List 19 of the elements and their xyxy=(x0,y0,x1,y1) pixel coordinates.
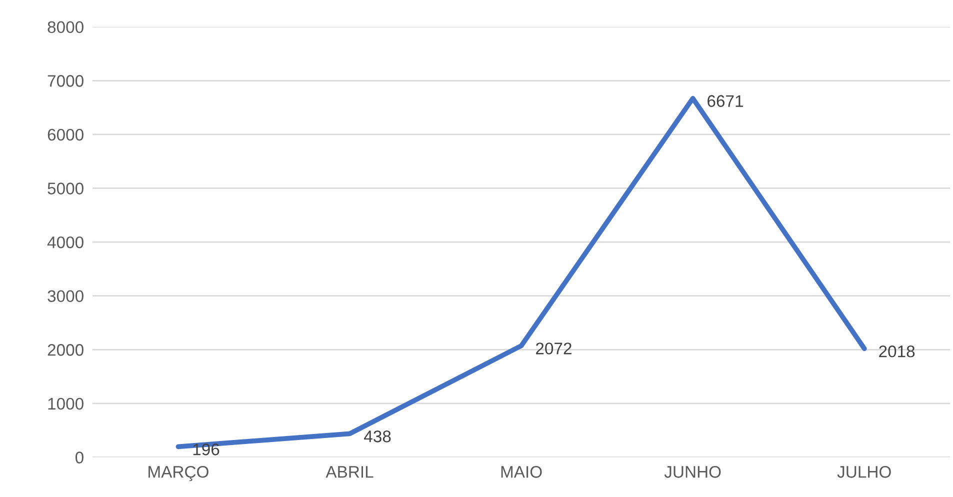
y-tick-label: 7000 xyxy=(48,75,84,87)
y-tick-label: 4000 xyxy=(47,236,84,248)
y-tick-label: 1000 xyxy=(48,398,84,410)
x-tick-label: MARÇO xyxy=(148,466,208,482)
data-label: 6671 xyxy=(708,95,743,107)
x-tick-label: ABRIL xyxy=(326,466,374,478)
y-tick-label: 3000 xyxy=(48,290,84,302)
data-label: 2018 xyxy=(879,346,915,358)
x-tick-label: MAIO xyxy=(501,466,542,478)
y-tick-label: 8000 xyxy=(48,21,84,34)
data-label: 196 xyxy=(193,444,220,456)
x-tick-label: JUNHO xyxy=(664,466,721,478)
y-tick-label: 2000 xyxy=(48,344,84,356)
y-tick-label: 0 xyxy=(75,452,84,464)
x-tick-label: JULHO xyxy=(837,466,891,478)
y-tick-label: 5000 xyxy=(48,182,84,194)
data-label: 438 xyxy=(364,430,391,442)
data-label: 2072 xyxy=(536,342,572,354)
y-tick-label: 6000 xyxy=(48,128,84,141)
